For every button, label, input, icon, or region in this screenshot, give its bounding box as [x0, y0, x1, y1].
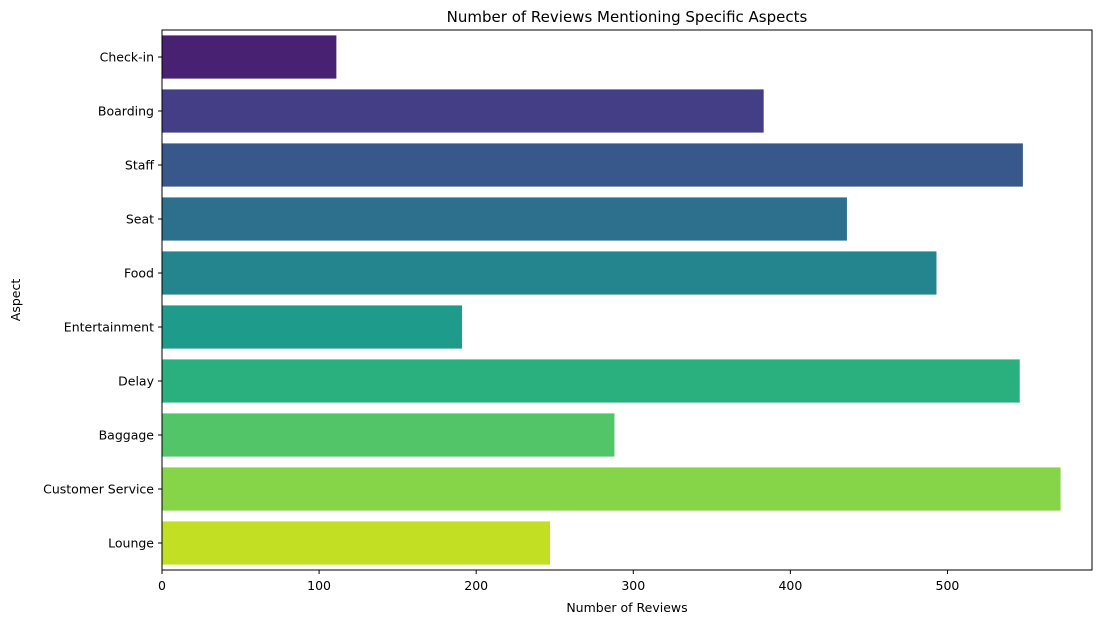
y-tick-label: Entertainment [64, 320, 154, 335]
bar-check-in [162, 35, 337, 79]
y-tick-label: Baggage [99, 428, 155, 443]
y-tick-label: Seat [126, 212, 154, 227]
x-axis-ticks: 0 100 200 300 400 500 [158, 570, 959, 593]
y-tick-label: Check-in [100, 50, 154, 65]
y-axis-label: Aspect [8, 279, 23, 322]
x-tick-label: 400 [778, 578, 802, 593]
y-tick-label: Lounge [108, 536, 154, 551]
y-tick-label: Boarding [98, 104, 154, 119]
x-tick-label: 0 [158, 578, 166, 593]
y-tick-label: Food [124, 266, 154, 281]
bar-staff [162, 143, 1023, 187]
bar-seat [162, 197, 847, 241]
bar-food [162, 251, 937, 295]
y-tick-label: Delay [118, 374, 154, 389]
bar-baggage [162, 413, 615, 457]
x-axis-label: Number of Reviews [566, 600, 687, 615]
bar-lounge [162, 521, 551, 565]
x-tick-label: 200 [464, 578, 488, 593]
x-tick-label: 500 [936, 578, 960, 593]
y-tick-label: Staff [125, 158, 154, 173]
bar-customer-service [162, 467, 1061, 511]
bars-group [162, 35, 1061, 565]
bar-boarding [162, 89, 764, 133]
chart-title: Number of Reviews Mentioning Specific As… [447, 8, 808, 26]
x-tick-label: 300 [621, 578, 645, 593]
x-tick-label: 100 [307, 578, 331, 593]
bar-delay [162, 359, 1020, 403]
y-axis-ticks: Check-in Boarding Staff Seat Food Entertainme… [43, 50, 162, 551]
plot-area-frame [161, 29, 1093, 571]
y-tick-label: Customer Service [43, 482, 154, 497]
bar-entertainment [162, 305, 463, 349]
